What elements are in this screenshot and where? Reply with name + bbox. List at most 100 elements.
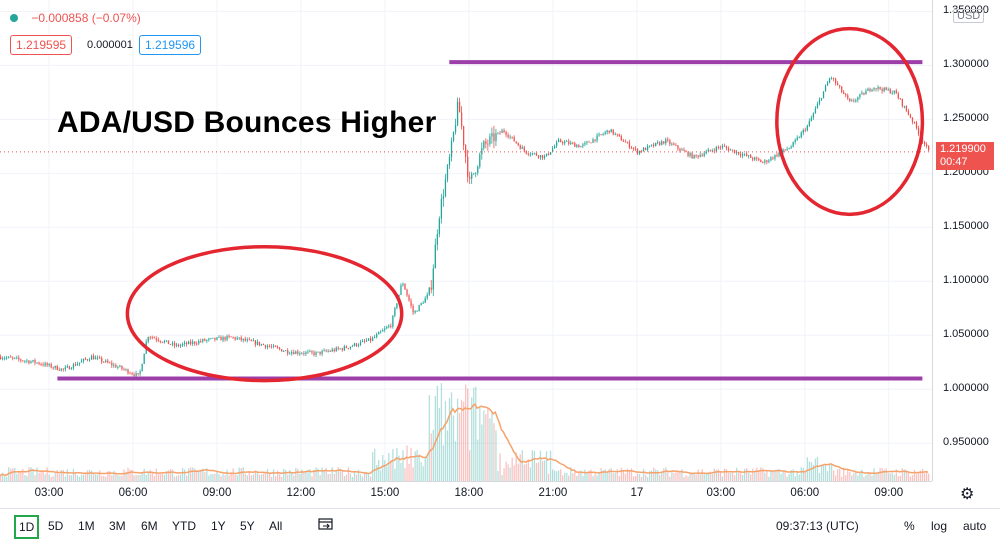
range-button-1m[interactable]: 1M: [78, 519, 95, 533]
volume-bar: [756, 467, 758, 481]
volume-bar: [673, 472, 675, 481]
candle: [426, 292, 428, 301]
candle: [505, 130, 507, 138]
log-scale-button[interactable]: log: [931, 519, 948, 533]
price-chart[interactable]: [0, 0, 932, 481]
volume-bar: [634, 475, 637, 481]
candle: [230, 336, 232, 338]
volume-bar: [899, 475, 901, 481]
volume-bar: [50, 476, 52, 481]
candle: [14, 357, 16, 360]
settings-gear-icon[interactable]: ⚙: [960, 486, 975, 503]
volume-bar: [640, 476, 643, 481]
candle: [307, 349, 309, 355]
percent-scale-button[interactable]: %: [904, 519, 915, 533]
candle: [402, 282, 404, 287]
range-button-5y[interactable]: 5Y: [240, 519, 255, 533]
candle: [90, 354, 93, 360]
consolidation-circle: [125, 244, 404, 383]
volume-bar: [592, 476, 594, 481]
chart-area[interactable]: −0.000858 (−0.07%) 1.219595 0.000001 1.2…: [0, 0, 932, 481]
volume-bar: [501, 475, 503, 481]
volume-bar: [845, 475, 847, 481]
candle: [327, 349, 329, 353]
candle: [578, 143, 580, 148]
candle: [816, 101, 819, 109]
volume-bar: [141, 473, 143, 481]
volume-bar: [808, 461, 811, 481]
candle: [501, 128, 503, 133]
volume-bar: [454, 441, 457, 481]
candle: [337, 346, 339, 351]
candle: [101, 356, 103, 365]
volume-bar: [489, 418, 491, 481]
range-button-1y[interactable]: 1Y: [211, 519, 226, 533]
auto-scale-button[interactable]: auto: [963, 519, 987, 533]
y-tick-label: 1.150000: [943, 220, 989, 233]
volume-bar: [816, 456, 819, 481]
candle: [693, 154, 695, 159]
candle: [905, 105, 908, 113]
range-button-5d[interactable]: 5D: [48, 519, 64, 533]
volume-bar: [101, 476, 103, 481]
candle: [396, 302, 398, 310]
range-button-ytd[interactable]: YTD: [172, 519, 196, 533]
candle: [351, 344, 354, 347]
range-button-6m[interactable]: 6M: [141, 519, 158, 533]
candle: [681, 147, 683, 151]
candle: [446, 164, 449, 183]
candle: [28, 359, 30, 365]
volume-bar: [266, 468, 269, 481]
candle: [175, 342, 178, 348]
range-button-1d[interactable]: 1D: [14, 515, 40, 539]
range-button-all[interactable]: All: [269, 519, 283, 533]
volume-bar: [826, 471, 829, 481]
ask-price-box[interactable]: 1.219596: [139, 35, 202, 55]
volume-bar: [248, 472, 250, 481]
candle: [103, 361, 105, 364]
candle: [471, 171, 473, 184]
volume-bar: [586, 473, 588, 481]
volume-bar: [648, 470, 651, 481]
volume-bar: [863, 476, 865, 481]
candle: [272, 343, 275, 349]
volume-bar: [509, 467, 511, 481]
candle: [86, 358, 89, 362]
candle: [214, 337, 216, 342]
volume-bar: [780, 474, 782, 481]
date-range-icon[interactable]: [318, 517, 334, 531]
candle: [584, 141, 586, 147]
candle: [297, 349, 299, 356]
volume-bar: [135, 474, 137, 481]
currency-badge[interactable]: USD: [953, 9, 985, 23]
candle: [202, 338, 204, 344]
candle: [414, 309, 416, 315]
volume-bar: [392, 449, 394, 481]
volume-bar: [897, 476, 899, 481]
bid-price-box[interactable]: 1.219595: [10, 35, 73, 55]
volume-bar: [562, 475, 564, 481]
candle: [651, 144, 653, 147]
candle: [832, 77, 835, 82]
volume-bar: [584, 469, 586, 481]
volume-bar: [659, 474, 661, 481]
candle: [218, 335, 220, 338]
candle: [616, 133, 618, 137]
candle: [329, 349, 331, 352]
volume-bar: [222, 474, 224, 481]
volume-bar: [436, 385, 439, 481]
candle: [22, 360, 24, 362]
candle: [97, 355, 99, 361]
candle: [72, 362, 75, 371]
volume-bar: [822, 464, 825, 481]
volume-bar: [161, 473, 164, 481]
price-axis[interactable]: 1.350000 1.300000 1.250000 1.200000 1.150000…: [932, 0, 1000, 481]
candle: [865, 88, 867, 95]
range-button-3m[interactable]: 3M: [109, 519, 126, 533]
candle: [531, 152, 534, 156]
candle: [264, 344, 267, 350]
volume-bar: [735, 467, 738, 481]
utc-clock[interactable]: 09:37:13 (UTC): [776, 519, 859, 533]
candle: [206, 339, 208, 344]
candle: [481, 142, 483, 160]
